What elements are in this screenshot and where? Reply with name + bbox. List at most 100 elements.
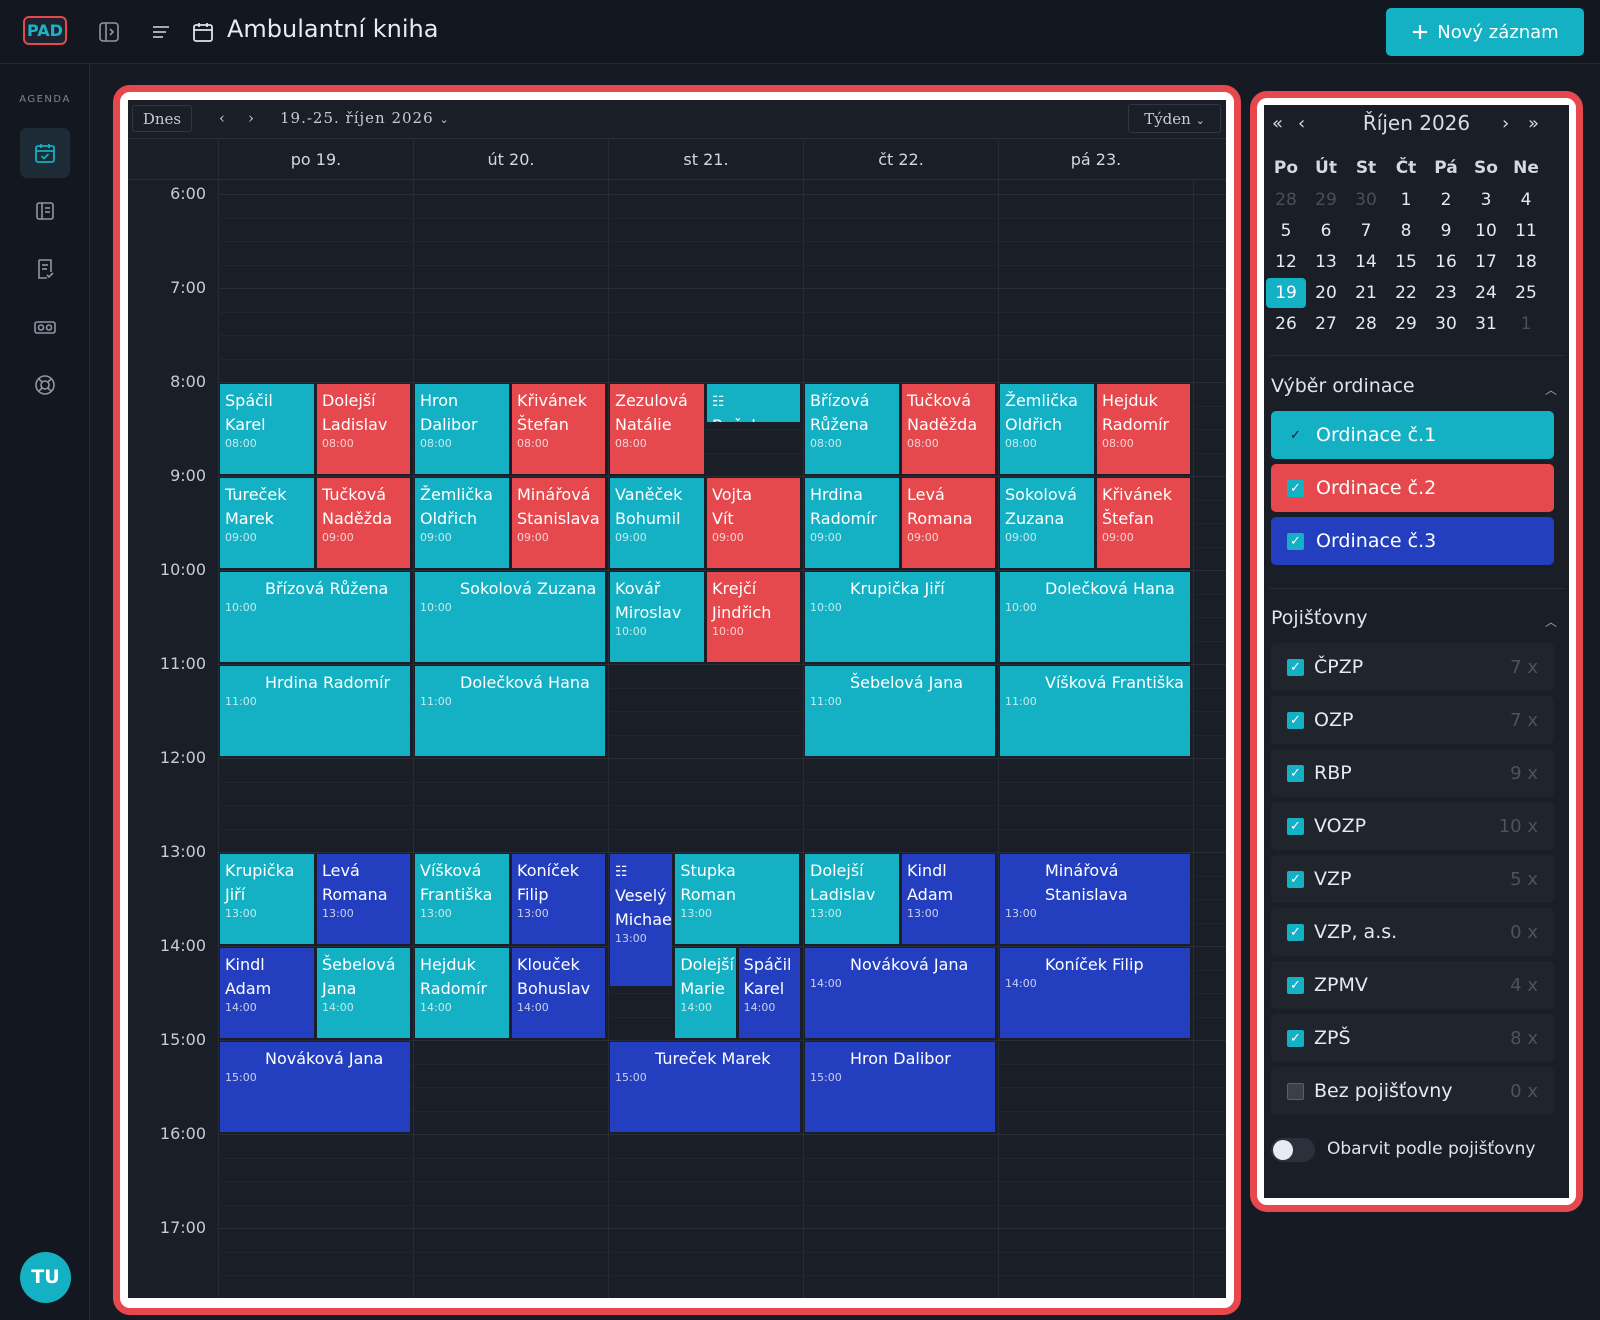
mini-calendar-day[interactable]: 1 — [1400, 190, 1412, 210]
color-by-insurance-toggle[interactable] — [1271, 1138, 1315, 1162]
appointment[interactable]: Klouček Bohuslav 14:00 — [512, 948, 605, 1038]
appointment[interactable]: Koníček Filip 13:00 — [512, 854, 605, 944]
mini-calendar-day[interactable]: 22 — [1395, 283, 1417, 303]
appointment[interactable]: Krejčí Jindřich 10:00 — [707, 572, 800, 662]
prev-month-button[interactable]: ‹ — [1298, 113, 1306, 134]
appointment[interactable]: Tučková Naděžda 09:00 — [317, 478, 410, 568]
appointment[interactable]: Křivánek Štefan 08:00 — [512, 384, 605, 474]
appointment[interactable]: Minářová Stanislava 13:00 — [1000, 854, 1190, 944]
appointment[interactable]: Žemlička Oldřich 08:00 — [1000, 384, 1094, 474]
mini-calendar-day[interactable]: 23 — [1435, 283, 1457, 303]
appointment[interactable]: ☷ Veselý Michae 13:00 — [610, 854, 673, 987]
mini-calendar-day[interactable]: 15 — [1395, 252, 1417, 272]
checkbox-checked-icon[interactable]: ✓ — [1287, 658, 1304, 676]
mini-calendar-day[interactable]: 3 — [1480, 190, 1492, 210]
mini-calendar-day[interactable]: 13 — [1315, 252, 1337, 272]
checkbox-checked-icon[interactable]: ✓ — [1287, 976, 1304, 994]
appointment[interactable]: Nováková Jana 15:00 — [220, 1042, 410, 1132]
appointment[interactable]: Zezulová Natálie 08:00 — [610, 384, 704, 474]
user-avatar[interactable]: TU — [20, 1252, 71, 1303]
appointment[interactable]: Dolečková Hana 10:00 — [1000, 572, 1190, 662]
ordinace-section-title[interactable]: Výběr ordinace — [1271, 375, 1415, 397]
appointment[interactable]: Hron Dalibor 15:00 — [805, 1042, 995, 1132]
mini-calendar-day[interactable]: 28 — [1355, 314, 1377, 334]
chevron-up-icon[interactable]: ︿ — [1544, 383, 1557, 397]
appointment[interactable]: Kindl Adam 13:00 — [902, 854, 995, 944]
mini-calendar-day[interactable]: 7 — [1360, 221, 1372, 241]
checkbox-checked-icon[interactable]: ✓ — [1287, 764, 1304, 782]
prev-week-button[interactable]: ‹ — [219, 109, 225, 127]
mini-calendar-day[interactable]: 5 — [1280, 221, 1292, 241]
chevron-up-icon[interactable]: ︿ — [1544, 615, 1557, 629]
insurance-item[interactable]: ✓ VOZP 10 x — [1271, 802, 1554, 850]
mini-calendar-day[interactable]: 20 — [1315, 283, 1337, 303]
nav-vr[interactable] — [20, 302, 70, 352]
appointment[interactable]: Hron Dalibor 08:00 — [415, 384, 509, 474]
checkbox-checked-icon[interactable]: ✓ — [1287, 711, 1304, 729]
appointment[interactable]: Dolejší Ladislav 13:00 — [805, 854, 899, 944]
prev-year-button[interactable]: « — [1272, 113, 1284, 134]
appointment[interactable]: Sokolová Zuzana 10:00 — [415, 572, 605, 662]
sidebar-toggle-icon[interactable] — [97, 20, 121, 44]
appointment[interactable]: Krupička Jiří 10:00 — [805, 572, 995, 662]
checkbox-checked-icon[interactable]: ✓ — [1287, 870, 1304, 888]
appointment[interactable]: Dolejší Ladislav 08:00 — [317, 384, 410, 474]
appointment[interactable]: Koníček Filip 14:00 — [1000, 948, 1190, 1038]
mini-calendar-day[interactable]: 29 — [1395, 314, 1417, 334]
next-month-button[interactable]: › — [1502, 113, 1510, 134]
mini-calendar-day[interactable]: 11 — [1515, 221, 1537, 241]
mini-calendar-day[interactable]: 16 — [1435, 252, 1457, 272]
appointment[interactable]: Vojta Vít 09:00 — [707, 478, 800, 568]
appointment[interactable]: Sokolová Zuzana 09:00 — [1000, 478, 1094, 568]
appointment[interactable]: Břízová Růžena 08:00 — [805, 384, 899, 474]
appointment[interactable]: Tučková Naděžda 08:00 — [902, 384, 995, 474]
appointment[interactable]: Dolečková Hana 11:00 — [415, 666, 605, 756]
appointment[interactable]: Žemlička Oldřich 09:00 — [415, 478, 509, 568]
ordinace-item[interactable]: ✓ Ordinace č.3 — [1271, 517, 1554, 565]
mini-calendar-day[interactable]: 2 — [1440, 190, 1452, 210]
mini-calendar-day[interactable]: 12 — [1275, 252, 1297, 272]
checkbox-checked-icon[interactable]: ✓ — [1287, 923, 1304, 941]
mini-calendar-day[interactable]: 6 — [1320, 221, 1332, 241]
appointment[interactable]: Stupka Roman 13:00 — [675, 854, 799, 944]
nav-documents[interactable] — [20, 244, 70, 294]
appointment[interactable]: Kindl Adam 14:00 — [220, 948, 314, 1038]
mini-calendar-day[interactable]: 27 — [1315, 314, 1337, 334]
appointment[interactable]: Hejduk Radomír 08:00 — [1097, 384, 1190, 474]
mini-calendar-day[interactable]: 24 — [1475, 283, 1497, 303]
mini-calendar-day[interactable]: 19 — [1266, 278, 1306, 308]
appointment[interactable]: Hrdina Radomír 09:00 — [805, 478, 899, 568]
appointment[interactable]: Šebelová Jana 14:00 — [317, 948, 410, 1038]
checkbox-checked-icon[interactable]: ✓ — [1287, 817, 1304, 835]
insurance-item[interactable]: Bez pojišťovny 0 x — [1271, 1067, 1554, 1115]
appointment[interactable]: Vaněček Bohumil 09:00 — [610, 478, 704, 568]
mini-calendar-day[interactable]: 26 — [1275, 314, 1297, 334]
insurance-section-title[interactable]: Pojišťovny — [1271, 607, 1368, 629]
mini-calendar-day[interactable]: 30 — [1435, 314, 1457, 334]
appointment[interactable]: Krupička Jiří 13:00 — [220, 854, 314, 944]
appointment[interactable]: Víšková Františka 13:00 — [415, 854, 509, 944]
appointment[interactable]: Víšková Františka 11:00 — [1000, 666, 1190, 756]
next-week-button[interactable]: › — [248, 109, 254, 127]
mini-calendar-day[interactable]: 14 — [1355, 252, 1377, 272]
app-logo[interactable]: PAD — [23, 16, 67, 45]
new-record-button[interactable]: Nový záznam — [1386, 8, 1584, 56]
mini-calendar-day[interactable]: 8 — [1400, 221, 1412, 241]
view-select[interactable]: Týden ⌄ — [1128, 104, 1221, 133]
checkbox-checked-icon[interactable]: ✓ — [1290, 427, 1301, 443]
appointment[interactable]: Hrdina Radomír 11:00 — [220, 666, 410, 756]
nav-records[interactable] — [20, 186, 70, 236]
ordinace-item[interactable]: ✓ Ordinace č.2 — [1271, 464, 1554, 512]
mini-calendar-day[interactable]: 10 — [1475, 221, 1497, 241]
nav-calendar[interactable] — [20, 128, 70, 178]
appointment[interactable]: Spáčil Karel 14:00 — [738, 948, 800, 1038]
appointment[interactable]: Minářová Stanislava 09:00 — [512, 478, 605, 568]
appointment[interactable]: ☷ Boček Rudolf — [707, 384, 800, 423]
nav-help[interactable] — [20, 360, 70, 410]
checkbox-checked-icon[interactable]: ✓ — [1287, 1029, 1304, 1047]
mini-calendar-day[interactable]: 1 — [1520, 314, 1532, 334]
insurance-item[interactable]: ✓ VZP 5 x — [1271, 855, 1554, 903]
date-range-select[interactable]: 19.-25. říjen 2026 ⌄ — [280, 106, 450, 130]
ordinace-item[interactable]: ✓ Ordinace č.1 — [1271, 411, 1554, 459]
appointment[interactable]: Levá Romana 09:00 — [902, 478, 995, 568]
